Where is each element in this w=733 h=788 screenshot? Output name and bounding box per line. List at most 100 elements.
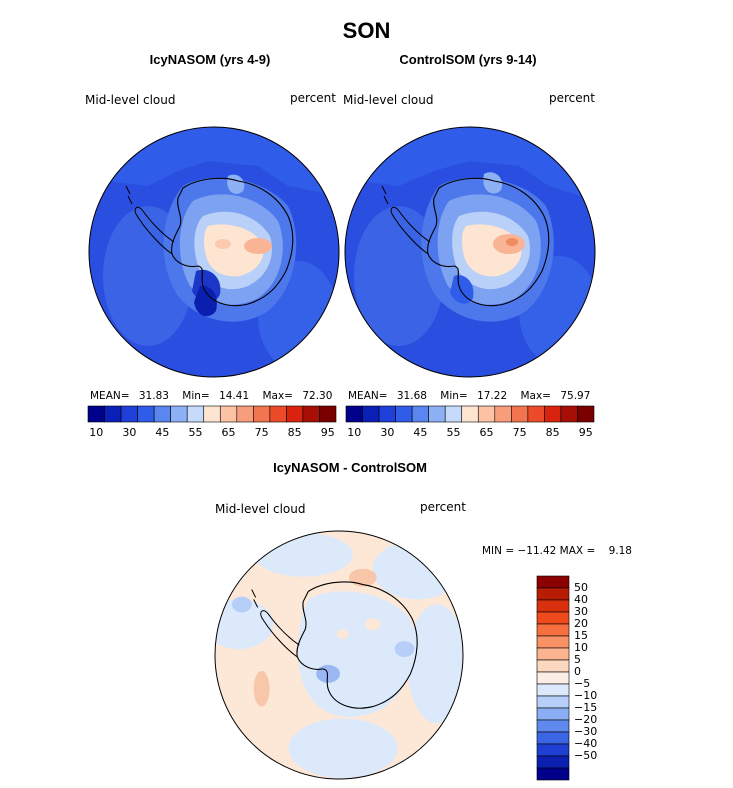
colorbar-ticks-control: 10 30 45 55 65 75 85 95 bbox=[346, 426, 594, 440]
colorbar-tick-label: 15 bbox=[574, 629, 588, 642]
colorbar-swatch bbox=[362, 405, 380, 423]
colorbar-swatch bbox=[477, 405, 496, 423]
colorbar-swatch bbox=[536, 695, 570, 709]
colorbar-tick-label: 30 bbox=[380, 426, 395, 439]
colorbar-swatch bbox=[536, 635, 570, 649]
colorbar-tick-label: 95 bbox=[578, 426, 593, 439]
min-label-control: Min= bbox=[440, 390, 468, 402]
panel-title-diff: IcyNASOM - ControlSOM bbox=[273, 460, 427, 475]
colorbar-swatch bbox=[560, 405, 578, 423]
figure-title: SON bbox=[342, 18, 391, 43]
colorbar-swatch bbox=[411, 405, 429, 423]
colorbar-tick-label: −10 bbox=[574, 689, 598, 702]
colorbar-swatch bbox=[536, 731, 570, 745]
colorbar-swatch bbox=[536, 719, 570, 733]
colorbar-swatch bbox=[536, 707, 570, 721]
variable-label-icy: Mid-level cloud bbox=[85, 93, 176, 107]
min-value-icy: 14.41 bbox=[219, 390, 250, 402]
colorbar-swatch bbox=[186, 405, 205, 423]
colorbar-swatch bbox=[536, 659, 570, 673]
colorbar-swatch bbox=[536, 743, 570, 757]
minmax-diff: MIN = −11.42 MAX = 9.18 bbox=[482, 545, 632, 557]
colorbar-tick-label: −40 bbox=[574, 737, 598, 750]
colorbar-swatch bbox=[203, 405, 221, 423]
colorbar-swatch bbox=[87, 405, 105, 423]
colorbar-tick-label: 55 bbox=[188, 426, 203, 439]
colorbar-swatch bbox=[170, 405, 188, 423]
colorbar-swatch bbox=[536, 575, 570, 589]
colorbar-swatch bbox=[153, 405, 171, 423]
colorbar-swatch bbox=[236, 405, 254, 423]
colorbar-swatch bbox=[577, 405, 595, 423]
colorbar-ticks-icy: 10 30 45 55 65 75 85 95 bbox=[88, 426, 336, 440]
colorbar-tick-label: 55 bbox=[446, 426, 461, 439]
colorbar-swatch bbox=[544, 405, 562, 423]
variable-label-control: Mid-level cloud bbox=[343, 93, 434, 107]
colorbar-swatch bbox=[120, 405, 138, 423]
colorbar-tick-label: 20 bbox=[574, 617, 588, 630]
colorbar-swatch bbox=[536, 647, 570, 661]
colorbar-tick-label: 5 bbox=[574, 653, 581, 666]
colorbar-swatch bbox=[253, 405, 271, 423]
units-label-control: percent bbox=[549, 91, 595, 105]
colorbar-swatch bbox=[536, 683, 570, 697]
colorbar-tick-label: 10 bbox=[574, 641, 588, 654]
colorbar-tick-label: 85 bbox=[545, 426, 560, 439]
colorbar-swatch bbox=[444, 405, 463, 423]
colorbar-swatch bbox=[319, 405, 337, 423]
min-value-control: 17.22 bbox=[477, 390, 508, 402]
colorbar-swatch bbox=[536, 611, 570, 625]
colorbar-swatch bbox=[527, 405, 545, 423]
colorbar-swatch bbox=[104, 405, 122, 423]
colorbar-swatch bbox=[536, 599, 570, 613]
colorbar-control bbox=[345, 405, 595, 423]
colorbar-ticks-diff: 50 40 30 20 15 10 5 0 −5 −10 −15 −20 −30 −40 −50 bbox=[574, 576, 614, 780]
colorbar-tick-label: 75 bbox=[512, 426, 527, 439]
colorbar-swatch bbox=[494, 405, 512, 423]
mean-value-control: 31.68 bbox=[396, 390, 427, 402]
colorbar-tick-label: 65 bbox=[479, 426, 494, 439]
colorbar-swatch bbox=[378, 405, 396, 423]
colorbar-tick-label: −15 bbox=[574, 701, 598, 714]
colorbar-tick-label: 10 bbox=[347, 426, 362, 439]
colorbar-swatch bbox=[345, 405, 363, 423]
colorbar-tick-label: 0 bbox=[574, 665, 581, 678]
colorbar-diff bbox=[536, 575, 570, 781]
colorbar-swatch bbox=[286, 405, 304, 423]
max-label-icy: Max= bbox=[262, 390, 293, 402]
colorbar-tick-label: 75 bbox=[254, 426, 269, 439]
polar-map-icy bbox=[88, 126, 340, 378]
panel-title-icy: IcyNASOM (yrs 4-9) bbox=[149, 52, 271, 67]
colorbar-swatch bbox=[395, 405, 413, 423]
mean-value-icy: 31.83 bbox=[138, 390, 169, 402]
colorbar-tick-label: −50 bbox=[574, 749, 598, 762]
colorbar-tick-label: 95 bbox=[320, 426, 335, 439]
polar-map-diff bbox=[214, 530, 464, 780]
colorbar-swatch bbox=[219, 405, 238, 423]
max-label-control: Max= bbox=[520, 390, 551, 402]
colorbar-swatch bbox=[536, 755, 570, 769]
colorbar-swatch bbox=[511, 405, 529, 423]
colorbar-swatch bbox=[269, 405, 287, 423]
colorbar-tick-label: −5 bbox=[574, 677, 591, 690]
colorbar-icy bbox=[87, 405, 337, 423]
max-value-icy: 72.30 bbox=[302, 390, 333, 402]
colorbar-tick-label: −30 bbox=[574, 725, 598, 738]
colorbar-tick-label: 10 bbox=[89, 426, 104, 439]
colorbar-swatch bbox=[137, 405, 155, 423]
colorbar-tick-label: 30 bbox=[574, 605, 588, 618]
max-value-control: 75.97 bbox=[560, 390, 591, 402]
colorbar-swatch bbox=[536, 587, 570, 601]
colorbar-swatch bbox=[302, 405, 320, 423]
colorbar-swatch bbox=[536, 623, 570, 637]
units-label-diff: percent bbox=[420, 500, 466, 514]
polar-map-control bbox=[344, 126, 596, 378]
colorbar-tick-label: 65 bbox=[221, 426, 236, 439]
colorbar-tick-label: 85 bbox=[287, 426, 302, 439]
colorbar-tick-label: 45 bbox=[413, 426, 428, 439]
variable-label-diff: Mid-level cloud bbox=[215, 502, 306, 516]
min-label-icy: Min= bbox=[182, 390, 210, 402]
panel-title-control: ControlSOM (yrs 9-14) bbox=[399, 52, 537, 67]
mean-label-icy: MEAN= bbox=[90, 390, 130, 402]
colorbar-tick-label: 30 bbox=[122, 426, 137, 439]
